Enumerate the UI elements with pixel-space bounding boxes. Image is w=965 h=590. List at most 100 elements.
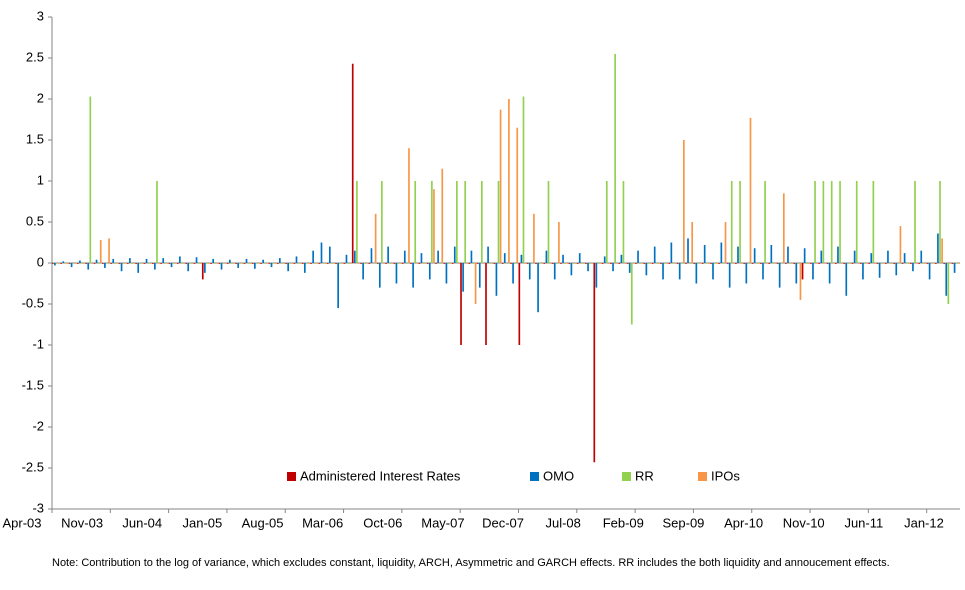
bar [683, 140, 685, 263]
bar [135, 263, 137, 264]
bar [535, 263, 537, 264]
bar [256, 263, 258, 264]
bar [249, 263, 252, 264]
bar [514, 263, 516, 264]
bar [937, 233, 939, 263]
bar [79, 260, 81, 263]
bar [703, 244, 706, 263]
bar [741, 263, 743, 264]
bar [328, 246, 331, 263]
bar [626, 263, 629, 264]
bar [597, 263, 600, 264]
bar [291, 263, 294, 264]
bar [630, 263, 633, 325]
bar [589, 263, 591, 264]
bar [447, 263, 450, 264]
bar [262, 259, 265, 263]
bar [862, 263, 864, 280]
bar [391, 263, 394, 264]
bar [824, 263, 827, 264]
bar [466, 263, 469, 264]
bar [68, 263, 71, 264]
bar [143, 263, 146, 264]
bar [424, 263, 427, 264]
bar [541, 263, 544, 264]
bar [751, 263, 754, 264]
bar [830, 181, 833, 263]
bar [147, 263, 150, 264]
bar [283, 263, 285, 264]
bar [326, 263, 329, 264]
bar [770, 244, 773, 263]
bar [337, 263, 339, 309]
bar [331, 263, 333, 264]
bar [464, 181, 467, 263]
bar [591, 263, 594, 264]
bar [678, 263, 681, 280]
bar [637, 250, 639, 263]
bar [410, 263, 412, 264]
x-tick-label: Nov-10 [783, 515, 825, 530]
bar [481, 181, 483, 263]
bar [803, 248, 806, 263]
bar [780, 263, 783, 264]
bar [562, 254, 564, 263]
bar [397, 263, 400, 264]
bar [493, 263, 496, 264]
bar [845, 263, 848, 296]
bar [839, 181, 841, 263]
bar [347, 263, 350, 264]
bar [383, 263, 385, 264]
bar [953, 263, 956, 273]
bar [583, 263, 585, 264]
bar [622, 181, 625, 263]
bar [485, 263, 487, 345]
bar [760, 263, 762, 264]
bar [714, 263, 716, 264]
bar [735, 263, 737, 264]
bar [318, 263, 321, 264]
bar [935, 263, 937, 264]
bar [670, 242, 673, 263]
bar [872, 181, 875, 263]
bar [724, 222, 727, 263]
bar [441, 168, 444, 263]
bar [674, 263, 677, 264]
bar [389, 263, 392, 264]
bar [614, 53, 616, 264]
bar [580, 263, 583, 264]
bar [720, 242, 723, 263]
x-tick-label: Dec-07 [482, 515, 524, 530]
bar [293, 263, 296, 264]
bar [506, 263, 508, 264]
bar [745, 263, 748, 284]
bar [949, 263, 952, 264]
bar [187, 263, 190, 272]
bar [564, 263, 566, 264]
bar [322, 263, 325, 264]
bar [649, 263, 652, 264]
bar [491, 263, 494, 264]
bar [816, 263, 818, 264]
bar [568, 263, 571, 264]
y-tick-label: -2 [32, 418, 44, 433]
bar [768, 263, 771, 264]
bar [131, 263, 133, 264]
bar [945, 263, 948, 296]
bar [503, 253, 506, 263]
bar [666, 263, 669, 264]
bar [285, 263, 287, 264]
bar [281, 263, 283, 264]
bar [547, 181, 550, 263]
bar [95, 259, 98, 263]
bar [801, 263, 804, 280]
bar [918, 263, 921, 264]
bar [418, 263, 421, 264]
bar [620, 254, 623, 263]
bar [610, 263, 612, 264]
bar [799, 263, 802, 300]
bar [543, 263, 546, 264]
bar [333, 263, 335, 264]
bar [214, 263, 217, 264]
